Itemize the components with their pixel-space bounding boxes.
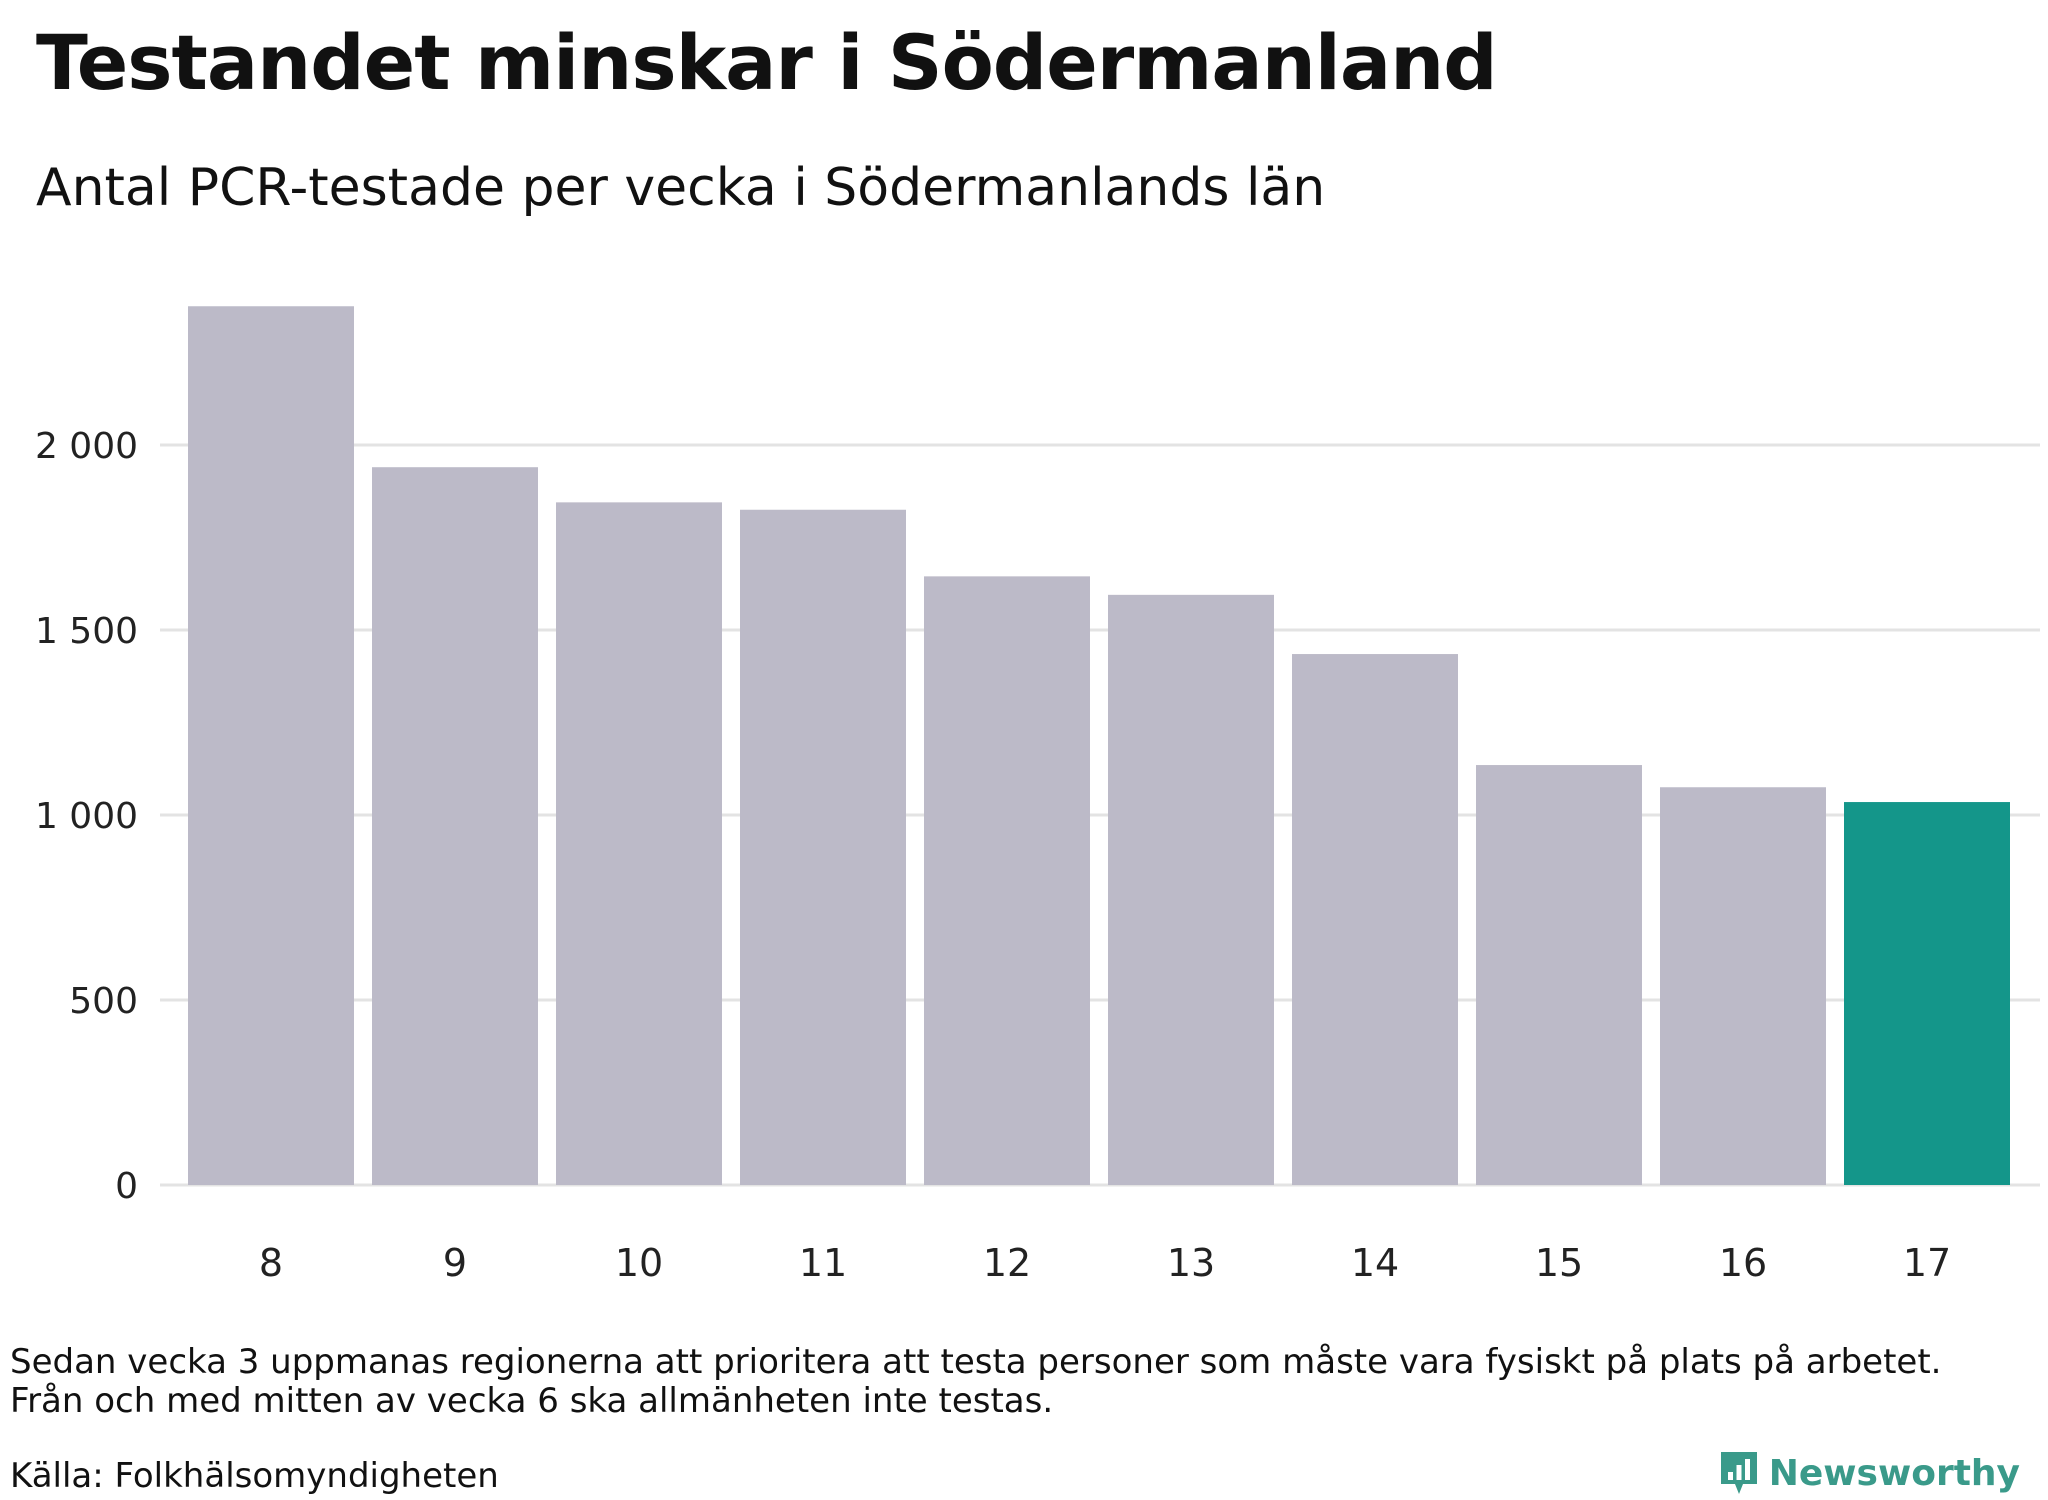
- x-tick-label: 11: [799, 1241, 847, 1285]
- bars: [188, 306, 2010, 1186]
- newsworthy-chart-icon: [1720, 1452, 1757, 1494]
- x-tick-label: 14: [1351, 1241, 1399, 1285]
- bar-week-16: [1660, 787, 1826, 1185]
- bar-week-14: [1292, 654, 1458, 1185]
- bar-week-11: [740, 509, 906, 1185]
- note-line-1: Sedan vecka 3 uppmanas regionerna att pr…: [10, 1342, 1942, 1382]
- x-tick-label: 13: [1167, 1241, 1215, 1285]
- y-tick-label: 500: [69, 981, 138, 1022]
- y-tick-label: 0: [115, 1166, 138, 1207]
- chart-title: Testandet minskar i Södermanland: [36, 18, 1498, 107]
- y-tick-label: 1 500: [35, 611, 138, 652]
- x-tick-label: 9: [443, 1241, 467, 1285]
- x-tick-label: 16: [1719, 1241, 1767, 1285]
- y-tick-label: 1 000: [35, 796, 138, 837]
- bar-week-17: [1844, 802, 2010, 1185]
- x-tick-label: 8: [259, 1241, 283, 1285]
- x-tick-label: 12: [983, 1241, 1031, 1285]
- chart-subtitle: Antal PCR-testade per vecka i Södermanla…: [36, 158, 1326, 218]
- brand-name: Newsworthy: [1768, 1452, 2020, 1494]
- bar-week-8: [188, 306, 354, 1185]
- note-line-2: Från och med mitten av vecka 6 ska allmä…: [10, 1381, 1054, 1421]
- x-tick-label: 15: [1535, 1241, 1583, 1285]
- y-axis-ticks: 0 500 1 000 1 500 2 000: [35, 426, 138, 1207]
- source-credit: Källa: Folkhälsomyndigheten: [10, 1456, 499, 1496]
- brand-logo: Newsworthy: [1719, 1450, 2020, 1496]
- bar-week-15: [1476, 765, 1642, 1185]
- x-tick-label: 10: [615, 1241, 663, 1285]
- x-tick-label: 17: [1903, 1241, 1951, 1285]
- bar-chart: 0 500 1 000 1 500 2 000 8 9 10 11 12 13 14 15 16 17: [35, 306, 2040, 1285]
- bar-week-9: [372, 467, 538, 1185]
- bar-week-13: [1108, 594, 1274, 1185]
- chart-note: Sedan vecka 3 uppmanas regionerna att pr…: [10, 1343, 1941, 1421]
- bar-week-10: [556, 502, 722, 1186]
- bar-week-12: [924, 576, 1090, 1185]
- y-tick-label: 2 000: [35, 426, 138, 467]
- x-axis-ticks: 8 9 10 11 12 13 14 15 16 17: [259, 1241, 1951, 1285]
